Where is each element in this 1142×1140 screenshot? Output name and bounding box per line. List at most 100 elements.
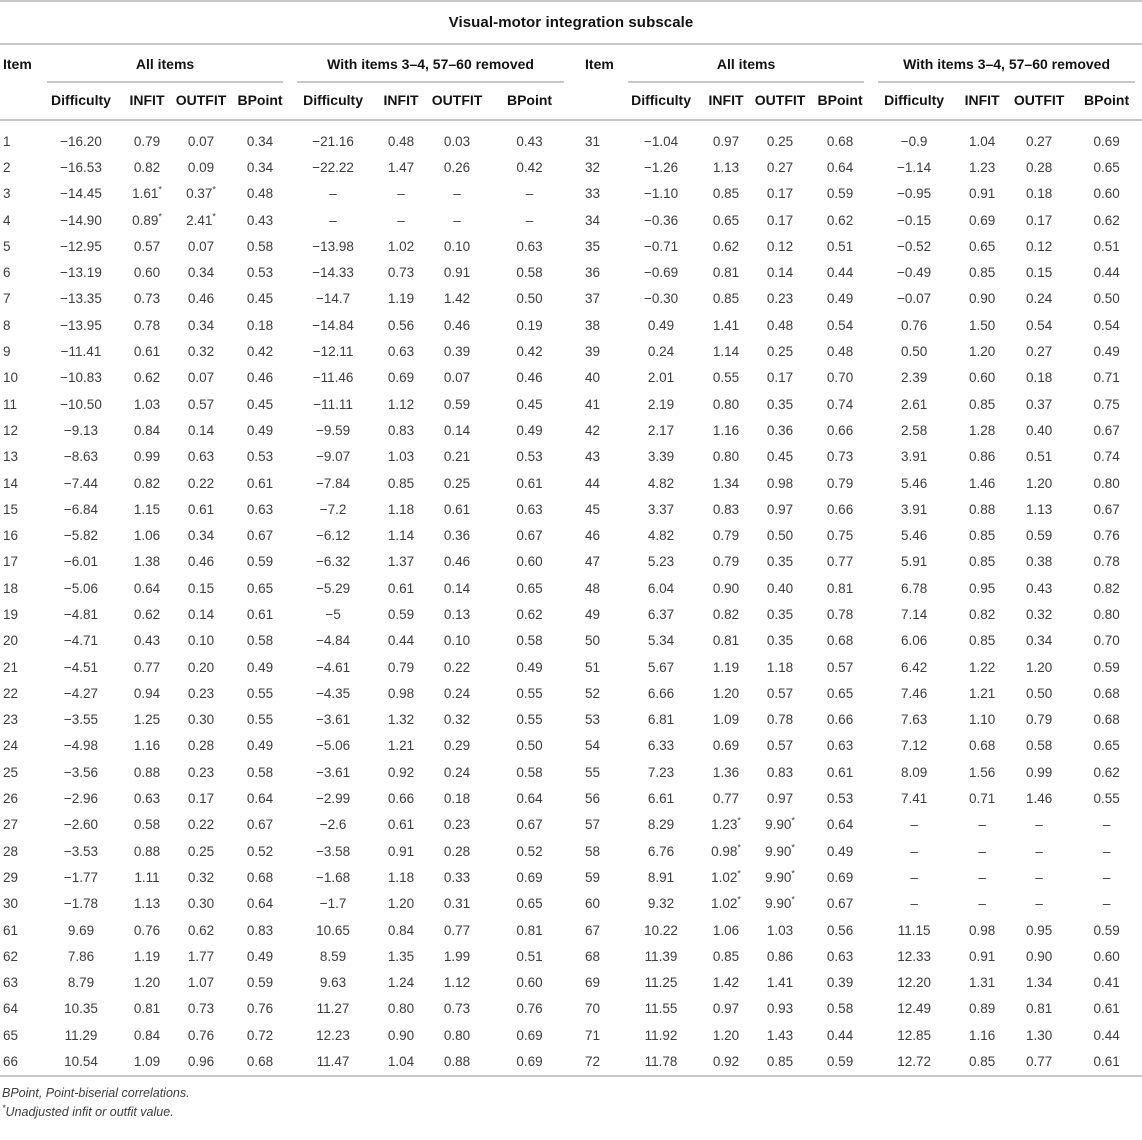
table-row: 5 −12.95 0.57 0.07 0.58 −13.98 1.02 0.10 0.63 35 −…	[0, 233, 1142, 259]
cell-value: 0.67	[516, 528, 543, 544]
item-number: 69	[585, 975, 601, 991]
cell-value: 0.43	[516, 133, 543, 149]
table-row: 27 −2.60 0.58 0.22 0.67 −2.6 0.61 0.23 0.67 57 8.2…	[0, 812, 1142, 838]
cell-value: 0.36	[443, 528, 471, 544]
column-header-difficulty: Difficulty	[621, 83, 702, 121]
cell-value: 0.57	[826, 659, 854, 675]
cell-value: 0.65	[1093, 159, 1120, 175]
item-number: 58	[585, 843, 601, 859]
cell-value: 1.02*	[711, 894, 741, 912]
cell-value: 1.23	[968, 159, 996, 175]
cell-value: 1.16	[712, 422, 740, 438]
cell-value: 0.31	[443, 896, 471, 912]
cell-value: 0.14	[443, 422, 471, 438]
cell-value: −11.11	[313, 396, 353, 412]
table-row: 18 −5.06 0.64 0.15 0.65 −5.29 0.61 0.14 0.65 48 6.…	[0, 575, 1142, 601]
cell-value: 0.84	[387, 922, 415, 938]
cell-value: 0.99	[133, 449, 161, 465]
cell-value: –	[978, 843, 986, 859]
cell-value: 1.20	[387, 896, 415, 912]
column-header-item-left: Item	[0, 45, 40, 121]
cell-value: 0.40	[766, 580, 794, 596]
cell-value: −4.81	[63, 606, 99, 622]
cell-value: 1.42	[712, 975, 740, 991]
table-row: 16 −5.82 1.06 0.34 0.67 −6.12 1.14 0.36 0.67 46 4.…	[0, 522, 1142, 548]
cell-value: 12.33	[897, 948, 931, 964]
cell-value: 0.27	[766, 159, 794, 175]
cell-value: 0.79	[712, 554, 740, 570]
cell-value: 0.85	[968, 265, 996, 281]
cell-value: 7.86	[67, 948, 95, 964]
cell-value: 0.49	[826, 843, 854, 859]
cell-value: 6.04	[647, 580, 675, 596]
item-number: 17	[3, 554, 19, 570]
cell-value: 0.78	[1093, 554, 1120, 570]
cell-value: 0.80	[1093, 475, 1120, 491]
cell-value: 0.18	[443, 791, 471, 807]
cell-value: 0.32	[1025, 606, 1053, 622]
cell-value: 1.04	[387, 1054, 415, 1070]
cell-value: 1.32	[387, 712, 415, 728]
cell-value: −1.78	[63, 896, 99, 912]
cell-value: –	[978, 896, 986, 912]
cell-value: −1.04	[643, 133, 679, 149]
cell-value: 0.63	[516, 238, 543, 254]
cell-value: 0.68	[826, 133, 854, 149]
table-row: 14 −7.44 0.82 0.22 0.61 −7.84 0.85 0.25 0.61 44 4.…	[0, 470, 1142, 496]
cell-value: 0.57	[766, 685, 794, 701]
item-number: 9	[3, 344, 11, 360]
cell-value: 0.65	[826, 685, 854, 701]
cell-value: 0.76	[133, 922, 161, 938]
cell-value: 9.90*	[765, 868, 795, 885]
cell-value: −5.82	[63, 528, 99, 544]
item-number: 32	[585, 159, 601, 175]
cell-value: 1.34	[712, 475, 740, 491]
cell-value: −0.49	[897, 265, 932, 281]
cell-value: 0.77	[1025, 1054, 1053, 1070]
cell-value: 0.49	[826, 291, 854, 307]
cell-value: 0.69	[516, 1054, 543, 1070]
item-number: 5	[3, 238, 11, 254]
item-number: 13	[3, 449, 19, 465]
cell-value: −5.06	[315, 738, 351, 754]
column-header-bpoint: BPoint	[230, 83, 291, 121]
item-number: 47	[585, 554, 601, 570]
table-row: 21 −4.51 0.77 0.20 0.49 −4.61 0.79 0.22 0.49 51 5.…	[0, 654, 1142, 680]
cell-value: 0.35	[766, 554, 794, 570]
table-row: 65 11.29 0.84 0.76 0.72 12.23 0.90 0.80 0.69 71 11…	[0, 1022, 1142, 1048]
cell-value: 0.51	[1025, 449, 1053, 465]
cell-value: 0.10	[443, 633, 471, 649]
cell-value: 0.61	[1093, 1001, 1120, 1017]
cell-value: 0.76	[246, 1001, 274, 1017]
cell-value: 0.28	[1025, 159, 1053, 175]
cell-value: 0.34	[246, 133, 274, 149]
item-number: 27	[3, 817, 19, 833]
cell-value: 0.63	[187, 449, 215, 465]
cell-value: 0.14	[766, 265, 794, 281]
cell-value: 0.44	[826, 265, 854, 281]
cell-value: 0.89*	[132, 211, 162, 228]
group-header-label: All items	[628, 45, 865, 83]
item-number: 39	[585, 344, 601, 360]
item-number: 23	[3, 712, 19, 728]
cell-value: 1.34	[1025, 975, 1053, 991]
item-number: 50	[585, 633, 601, 649]
cell-value: −16.20	[60, 133, 102, 149]
cell-value: 0.21	[443, 449, 471, 465]
cell-value: 0.50	[516, 738, 543, 754]
group-header-label: All items	[47, 45, 284, 83]
item-number: 2	[3, 159, 11, 175]
cell-value: 0.52	[246, 843, 274, 859]
cell-value: 0.15	[187, 580, 215, 596]
cell-value: −14.45	[60, 186, 102, 202]
cell-value: 0.63	[826, 738, 854, 754]
cell-value: 0.85	[968, 528, 996, 544]
cell-value: 0.53	[826, 791, 854, 807]
column-header-outfit: OUTFIT	[751, 83, 810, 121]
cell-value: 0.56	[387, 317, 415, 333]
cell-value: −13.98	[312, 238, 354, 254]
cell-value: 1.14	[387, 528, 415, 544]
cell-value: 0.19	[516, 317, 543, 333]
cell-value: −3.61	[315, 712, 351, 728]
